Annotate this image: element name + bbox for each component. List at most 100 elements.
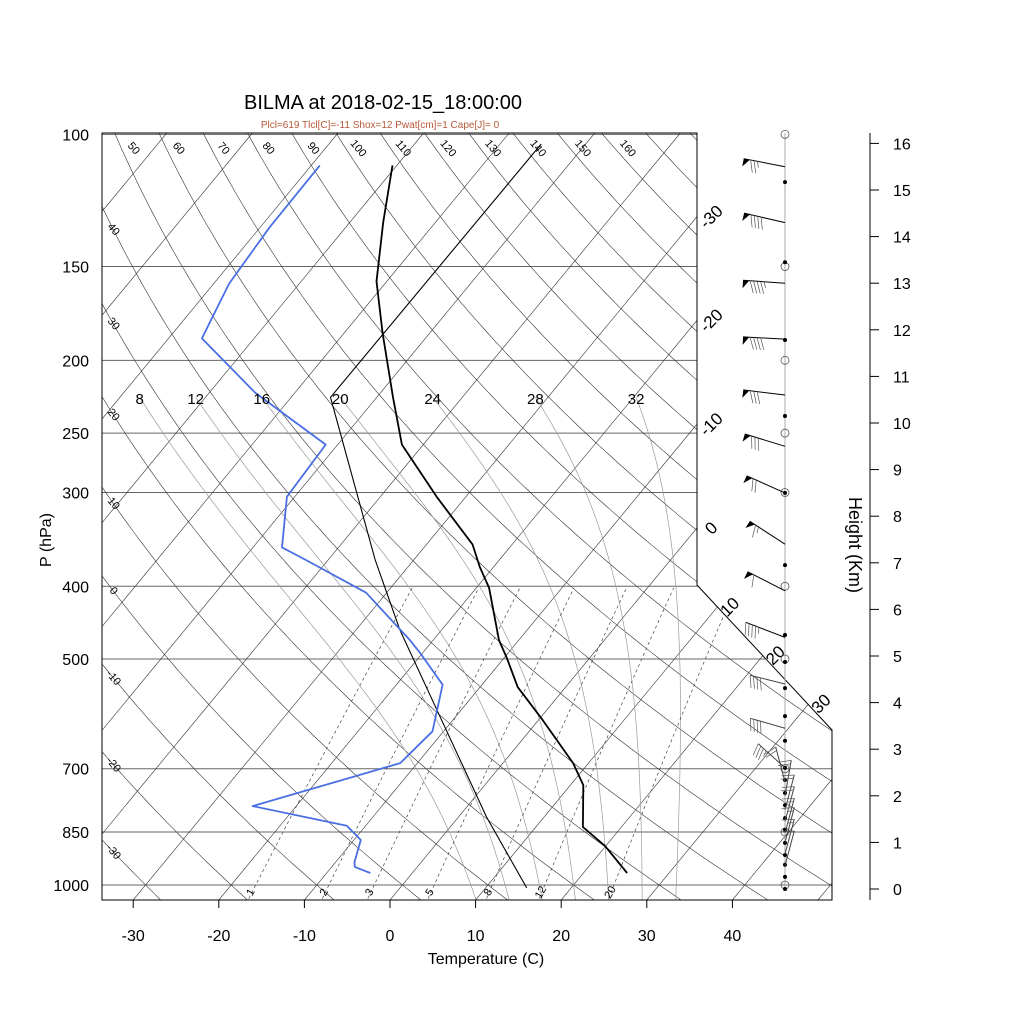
dry-adiabat-label: 50	[125, 140, 142, 157]
barb-feather	[781, 786, 795, 788]
mixing-ratio-line	[425, 587, 575, 900]
wind-barb	[781, 830, 795, 866]
isotherm-line	[560, 133, 832, 900]
barb-feather	[778, 763, 791, 766]
dry-adiabat-line	[109, 133, 832, 900]
height-axis-label: Height (Km)	[845, 497, 865, 593]
isotherm-line	[102, 133, 168, 900]
dry-adiabat-label: 130	[482, 138, 503, 160]
dry-adiabat-line	[102, 133, 514, 900]
isotherm-line	[102, 133, 596, 900]
mandatory-level-marker	[780, 428, 790, 438]
wind-barb	[780, 786, 795, 822]
mixing-ratio-line	[606, 587, 737, 900]
moist-adiabat-line	[635, 397, 681, 900]
sounding-level-dot	[783, 738, 787, 743]
barb-feather	[751, 624, 753, 638]
barb-feather	[752, 743, 759, 756]
barb-feather	[780, 778, 794, 780]
dewpoint-line	[201, 164, 444, 874]
barb-feather	[760, 721, 762, 734]
moist-adiabat-line	[261, 397, 544, 900]
sounding-level-dot	[783, 633, 787, 638]
barb-shaft	[743, 212, 786, 224]
isotherm-line	[304, 133, 832, 900]
barb-feather	[750, 159, 753, 173]
y-tick-label: 500	[62, 652, 89, 669]
height-tick-label: 4	[893, 696, 902, 713]
height-tick-label: 6	[893, 602, 902, 619]
barb-shaft	[784, 760, 792, 796]
barb-feather	[753, 160, 757, 174]
barb-pennant	[743, 475, 753, 484]
sounding-profiles	[201, 143, 628, 889]
barb-shaft	[743, 158, 786, 168]
height-tick-label: 14	[893, 230, 911, 247]
height-tick-label: 9	[893, 463, 902, 480]
sounding-level-dot	[783, 180, 787, 185]
sounding-level-dot	[783, 874, 787, 879]
barb-half-feather	[757, 161, 759, 168]
sounding-level-dot	[783, 840, 787, 845]
x-tick-label: -30	[122, 928, 145, 945]
moist-adiabat-label: 20	[332, 391, 349, 408]
moist-adiabat-label: 32	[628, 391, 645, 408]
height-tick-label: 12	[893, 323, 911, 340]
dry-adiabat-line	[102, 133, 253, 900]
sounding-level-dot	[783, 852, 787, 857]
chart-title: BILMA at 2018-02-15_18:00:00	[244, 92, 522, 114]
y-tick-label: 150	[62, 260, 89, 277]
moist-adiabat-label: 16	[253, 391, 270, 408]
barb-shaft	[784, 798, 795, 834]
barb-feather	[753, 676, 755, 689]
temperature-line	[375, 165, 628, 874]
barb-shaft	[747, 571, 786, 592]
height-tick-label: 10	[893, 416, 911, 433]
barb-feather	[755, 745, 762, 758]
wind-barb	[742, 389, 786, 405]
barb-feather	[756, 720, 759, 733]
height-tick-label: 2	[893, 789, 902, 806]
sounding-level-dot	[783, 414, 787, 419]
barb-feather	[753, 215, 756, 229]
moist-adiabat-line	[535, 397, 643, 900]
wind-barb	[742, 433, 786, 451]
barb-shaft	[749, 674, 786, 685]
plot-frame	[101, 132, 833, 901]
barb-shaft	[750, 717, 786, 729]
barb-feather	[744, 622, 747, 635]
wind-barb	[781, 807, 795, 843]
sounding-level-dot	[783, 714, 787, 719]
height-tick-label: 13	[893, 276, 911, 293]
moist-adiabat-label: 12	[187, 391, 204, 408]
barb-feather	[749, 337, 754, 350]
dry-adiabat-label: 160	[617, 138, 638, 160]
barb-pennant	[742, 336, 750, 345]
mixing-ratio-line	[483, 587, 627, 900]
wind-barb	[742, 336, 786, 351]
height-tick-label: 11	[893, 369, 910, 386]
y-tick-label: 200	[62, 353, 89, 370]
dry-adiabat-label: 20	[105, 406, 122, 423]
barb-shaft	[784, 786, 795, 822]
mixing-ratio-label: 20	[602, 884, 619, 901]
height-tick-label: 0	[893, 882, 902, 899]
barb-feather	[756, 281, 761, 294]
dry-adiabat-line	[102, 133, 427, 900]
isotherm-line	[102, 133, 424, 900]
mandatory-level-marker	[780, 488, 790, 497]
barb-pennant	[742, 434, 751, 442]
mixing-ratio-label: 5	[423, 887, 436, 898]
isotherm-line	[132, 133, 767, 900]
dry-adiabat-label: 30	[105, 315, 122, 332]
barb-feather	[759, 677, 762, 691]
dry-adiabat-line	[284, 133, 832, 900]
wind-barb	[749, 674, 786, 691]
height-tick-label: 5	[893, 649, 902, 666]
wind-barb	[742, 279, 786, 294]
barb-shaft	[784, 819, 795, 855]
wind-barb	[778, 760, 792, 796]
dry-adiabat-line	[102, 133, 775, 900]
barb-feather	[764, 746, 776, 755]
